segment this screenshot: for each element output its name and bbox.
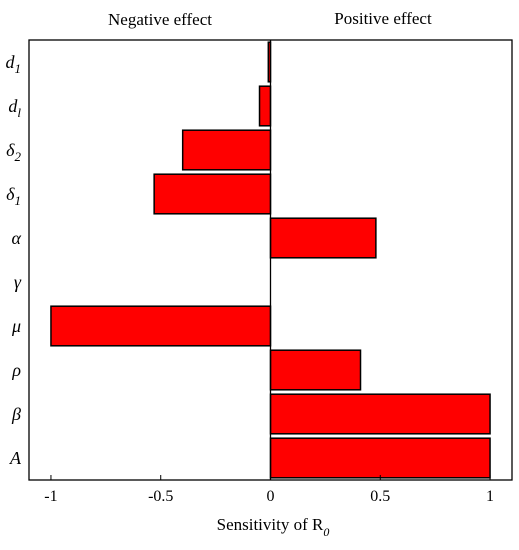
category-label-base-2: δ [6,140,15,160]
bar-6 [50,305,272,347]
category-label-1: dl [8,96,21,120]
x-axis-label-subscript: 0 [323,525,329,539]
bar-3 [153,173,272,215]
category-label-base-0: d [6,52,16,72]
x-tick-label-4: 1 [486,488,494,505]
bar-9 [269,437,491,479]
bar-4 [269,217,377,259]
bar-8 [269,393,491,435]
category-label-3: δ1 [6,184,21,208]
bar-1 [258,85,272,127]
category-label-base-6: μ [11,316,21,336]
category-label-sub-3: 1 [15,193,22,208]
category-label-base-4: α [12,228,22,248]
x-tick-label-0: -1 [44,488,57,505]
x-tick-label-3: 0.5 [370,488,390,505]
category-label-base-3: δ [6,184,15,204]
header-positive-effect: Positive effect [334,9,432,28]
category-label-6: μ [11,316,21,336]
x-axis-label-text: Sensitivity of R [217,515,324,534]
category-label-base-8: β [11,404,21,424]
category-label-base-7: ρ [11,360,21,380]
category-label-9: A [9,448,22,468]
category-label-base-5: γ [14,272,22,292]
category-label-0: d1 [6,52,22,76]
bar-2 [181,129,272,171]
x-tick-label-2: 0 [267,488,275,505]
category-label-5: γ [14,272,22,292]
bar-7 [269,349,362,391]
category-label-base-9: A [9,448,22,468]
category-label-base-1: d [8,96,18,116]
category-label-7: ρ [11,360,21,380]
category-label-sub-2: 2 [15,149,22,164]
category-label-8: β [11,404,21,424]
x-tick-label-1: -0.5 [148,488,173,505]
category-label-sub-0: 1 [15,61,22,76]
header-negative-effect: Negative effect [108,10,212,29]
category-label-sub-1: l [17,105,21,120]
x-ticks: -1 -0.5 0 0.5 1 [44,475,494,505]
category-label-2: δ2 [6,140,21,164]
category-label-4: α [12,228,22,248]
x-axis-label: Sensitivity of R0 [217,515,330,539]
